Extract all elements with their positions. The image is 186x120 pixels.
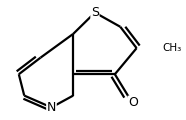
Text: CH₃: CH₃ [162,43,181,53]
Text: N: N [47,101,56,114]
Text: S: S [91,6,99,19]
Text: O: O [128,96,138,109]
